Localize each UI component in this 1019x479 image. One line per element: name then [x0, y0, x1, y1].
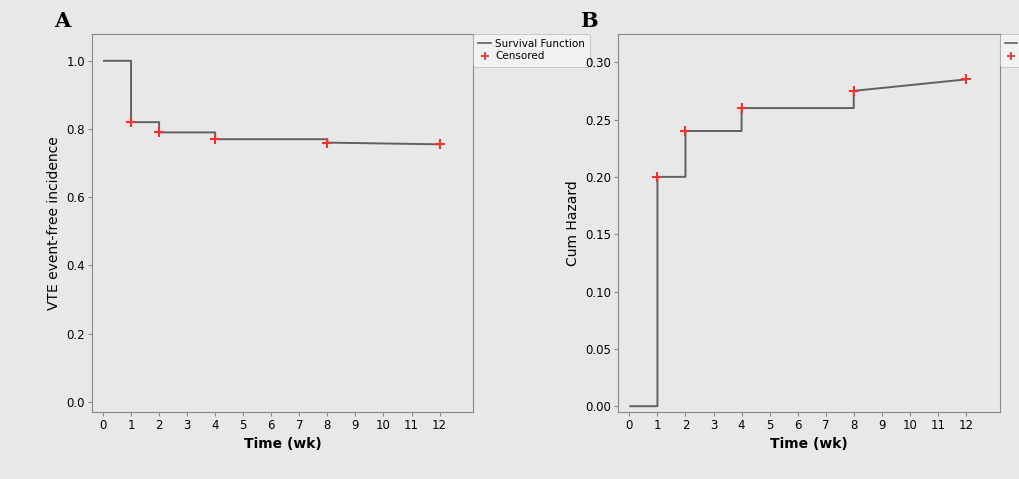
Legend: Survival Function, Censored: Survival Function, Censored [473, 34, 590, 67]
Legend: Survival Function, Censored: Survival Function, Censored [999, 34, 1019, 67]
Text: B: B [580, 11, 597, 31]
Y-axis label: Cum Hazard: Cum Hazard [566, 180, 579, 266]
Y-axis label: VTE event-free incidence: VTE event-free incidence [47, 136, 60, 309]
X-axis label: Time (wk): Time (wk) [244, 437, 321, 451]
X-axis label: Time (wk): Time (wk) [769, 437, 847, 451]
Text: A: A [54, 11, 70, 31]
